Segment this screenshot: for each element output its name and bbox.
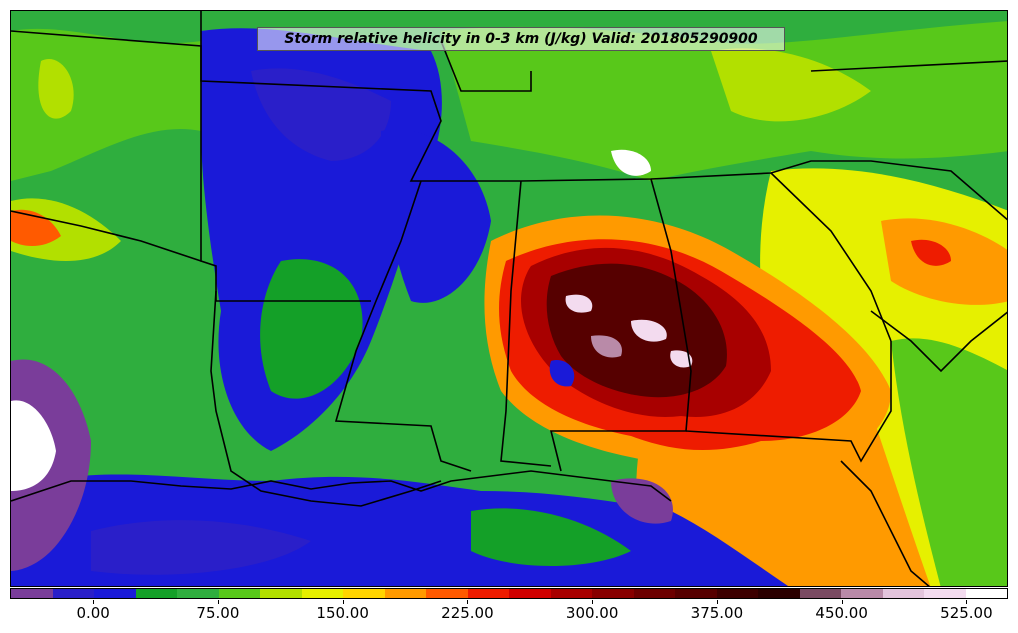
colorbar-segment [550,589,592,598]
core-blue-swirl [549,360,575,387]
colorbar [10,588,1008,599]
carolina-red-spot [911,239,951,266]
colorbar-segment [924,589,966,598]
colorbar-tick-label: 450.00 [815,604,868,622]
mississippi-river-line [334,180,472,472]
colorbar-segment [94,589,136,598]
colorbar-tick-label: 75.00 [196,604,240,622]
colorbar-segment [426,589,468,598]
boundary-lines [11,11,1007,586]
colorbar-segment [384,589,426,598]
colorbar-tick-label: 225.00 [441,604,494,622]
colorbar-segment [52,589,94,598]
georgia-carolina-line [770,172,892,342]
colorbar-segment [716,589,758,598]
colorbar-tick-label: 525.00 [940,604,993,622]
colorbar-segment [758,589,800,598]
alabama-georgia-line [549,178,692,472]
florida-coastline [840,460,930,586]
colorbar-segment [301,589,343,598]
miss-blue-patch [381,129,491,303]
colorbar-tick [841,600,843,604]
colorbar-segment [592,589,634,598]
map-title: Storm relative helicity in 0-3 km (J/kg)… [284,31,758,47]
colorbar-tick-label: 0.00 [76,604,110,622]
ne-green-band [441,21,1007,181]
colorbar-segment [633,589,675,598]
colorbar-ticks: 0.00 75.00 150.00 225.00 300.00 375.00 450.00 5… [10,600,1008,630]
colorbar-tick [716,600,718,604]
colorbar-tick [93,600,95,604]
colorbar-segment [675,589,717,598]
helicity-field [11,11,1007,586]
georgia-florida-line [685,341,892,463]
core-pink-spot-3 [591,335,622,358]
gulf-coastline [11,470,672,502]
colorbar-segment [882,589,924,598]
core-pink-spot-1 [565,294,593,313]
midwest-line [440,40,532,92]
colorbar-segment [965,589,1007,598]
colorbar-segment [260,589,302,598]
tn-white-patch [611,149,651,176]
gulf-green-patch [471,508,631,566]
louisiana-green-patch [260,259,363,399]
colorbar-segment [841,589,883,598]
central-dark-blue-patch [251,68,391,161]
colorbar-segment [11,589,53,598]
map-title-box: Storm relative helicity in 0-3 km (J/kg)… [257,27,785,51]
miss-alabama-line [500,180,552,467]
helicity-map: Storm relative helicity in 0-3 km (J/kg)… [10,10,1008,587]
colorbar-tick-label: 375.00 [690,604,744,622]
colorbar-tick-label: 150.00 [316,604,369,622]
atlantic-green-region [891,338,1007,586]
ne-yellow-patch [711,48,871,122]
atlantic-coastline [870,310,1007,373]
colorbar-segment [218,589,260,598]
texas-white-patch [11,400,56,491]
west-orange-patch [11,209,61,246]
ky-tn-line [810,60,1007,72]
core-pink-spot-4 [670,350,693,368]
colorbar-tick [217,600,219,604]
colorbar-segment [509,589,551,598]
northern-border-line [11,30,1007,221]
colorbar-tick [966,600,968,604]
gulf-dark-blue-patch [91,520,311,575]
colorbar-tick [467,600,469,604]
colorbar-segment [177,589,219,598]
nw-yellow-patch [38,59,74,119]
colorbar-segment [135,589,177,598]
colorbar-segment [343,589,385,598]
colorbar-segment [799,589,841,598]
colorbar-tick-label: 300.00 [565,604,619,622]
texas-louisiana-line [210,290,442,507]
colorbar-segment [467,589,509,598]
ok-tx-line [11,210,202,262]
colorbar-tick [342,600,344,604]
colorbar-tick [592,600,594,604]
core-pink-spot-2 [631,319,667,342]
gulf-purple-patch [611,478,673,524]
